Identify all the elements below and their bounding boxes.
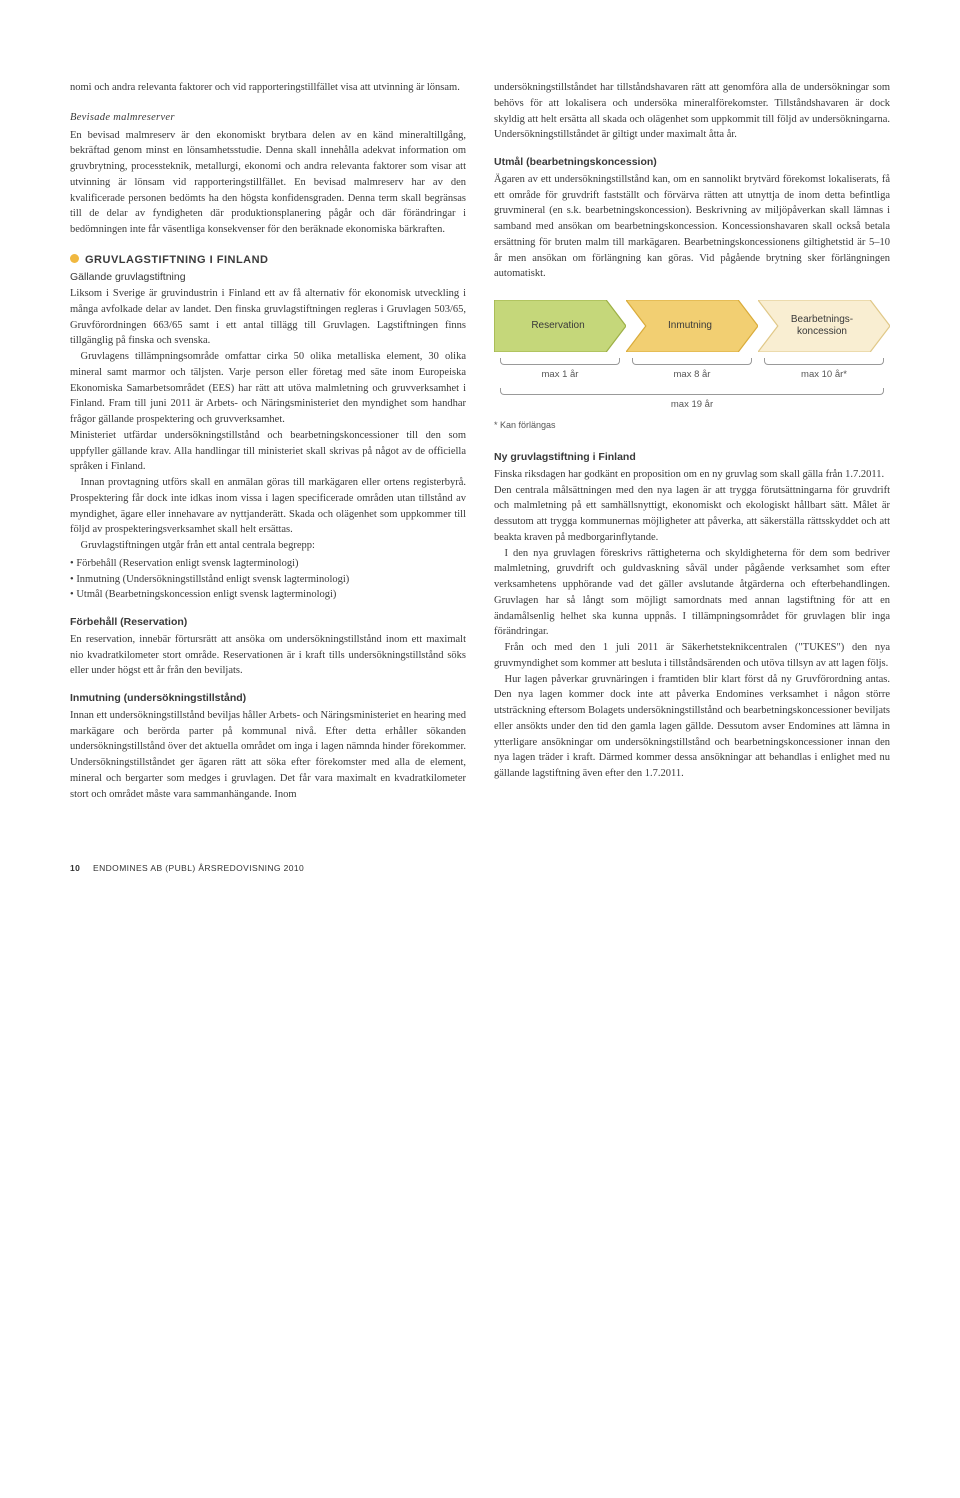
bracket-row: max 1 år max 8 år max 10 år*: [494, 358, 890, 382]
utmal-body: Ägaren av ett undersökningstillstånd kan…: [494, 172, 890, 282]
fin-p2: Gruvlagens tillämpningsområde omfattar c…: [70, 349, 466, 428]
bullet-2: Inmutning (Undersökningstillstånd enligt…: [70, 572, 466, 588]
bevisade-body: En bevisad malmreserv är den ekonomiskt …: [70, 128, 466, 238]
ny-p4: Från och med den 1 juli 2011 är Säkerhet…: [494, 640, 890, 672]
diagram-footnote: * Kan förlängas: [494, 419, 890, 433]
left-column: nomi och andra relevanta faktorer och vi…: [70, 80, 466, 802]
fin-p5: Gruvlagstiftningen utgår från ett antal …: [70, 538, 466, 554]
bullet-1: Förbehåll (Reservation enligt svensk lag…: [70, 556, 466, 572]
process-diagram: Reservation Inmutning Bearbetnings- konc…: [494, 300, 890, 432]
ny-heading: Ny gruvlagstiftning i Finland: [494, 450, 890, 466]
bullet-list: Förbehåll (Reservation enligt svensk lag…: [70, 556, 466, 603]
two-column-layout: nomi och andra relevanta faktorer och vi…: [70, 80, 890, 802]
forbehall-heading: Förbehåll (Reservation): [70, 615, 466, 631]
bracket-1: max 8 år: [626, 358, 758, 382]
footer-text: ENDOMINES AB (PUBL) ÅRSREDOVISNING 2010: [93, 863, 304, 873]
page-footer: 10 ENDOMINES AB (PUBL) ÅRSREDOVISNING 20…: [70, 862, 890, 875]
fin-p4: Innan provtagning utförs skall en anmäla…: [70, 475, 466, 538]
inmutning-heading: Inmutning (undersökningstillstånd): [70, 691, 466, 707]
bullet-3: Utmål (Bearbetningskoncession enligt sve…: [70, 587, 466, 603]
arrow-inmutning: Inmutning: [626, 300, 758, 352]
bracket-0: max 1 år: [494, 358, 626, 382]
ny-p2: Den centrala målsättningen med den nya l…: [494, 483, 890, 546]
arrow-label-0: Reservation: [527, 320, 592, 332]
right-column: undersökningstillståndet har tillståndsh…: [494, 80, 890, 802]
bullet-icon: [70, 254, 79, 263]
bevisade-heading: Bevisade malmreserver: [70, 110, 466, 126]
finland-heading-text: GRUVLAGSTIFTNING I FINLAND: [85, 254, 269, 266]
arrow-label-1: Inmutning: [664, 320, 720, 332]
fin-p1: Liksom i Sverige är gruvindustrin i Finl…: [70, 286, 466, 349]
forbehall-body: En reservation, innebär förtursrätt att …: [70, 632, 466, 679]
bracket-2: max 10 år*: [758, 358, 890, 382]
arrow-reservation: Reservation: [494, 300, 626, 352]
fin-p3: Ministeriet utfärdar undersökningstillst…: [70, 428, 466, 475]
finland-subhead: Gällande gruvlagstiftning: [70, 270, 466, 286]
inmutning-body: Innan ett undersökningstillstånd bevilja…: [70, 708, 466, 803]
inmutning-continuation: undersökningstillståndet har tillståndsh…: [494, 80, 890, 143]
finland-heading: GRUVLAGSTIFTNING I FINLAND: [70, 252, 466, 269]
ny-p1: Finska riksdagen har godkänt en proposit…: [494, 467, 890, 483]
arrow-bearbetning: Bearbetnings- koncession: [758, 300, 890, 352]
utmal-heading: Utmål (bearbetningskoncession): [494, 155, 890, 171]
arrow-label-2: Bearbetnings- koncession: [787, 314, 861, 338]
page-number: 10: [70, 863, 80, 873]
ny-p5: Hur lagen påverkar gruvnäringen i framti…: [494, 672, 890, 782]
ny-p3: I den nya gruvlagen föreskrivs rättighet…: [494, 546, 890, 641]
arrow-row: Reservation Inmutning Bearbetnings- konc…: [494, 300, 890, 352]
bracket-total: max 19 år: [494, 388, 890, 412]
intro-paragraph: nomi och andra relevanta faktorer och vi…: [70, 80, 466, 96]
